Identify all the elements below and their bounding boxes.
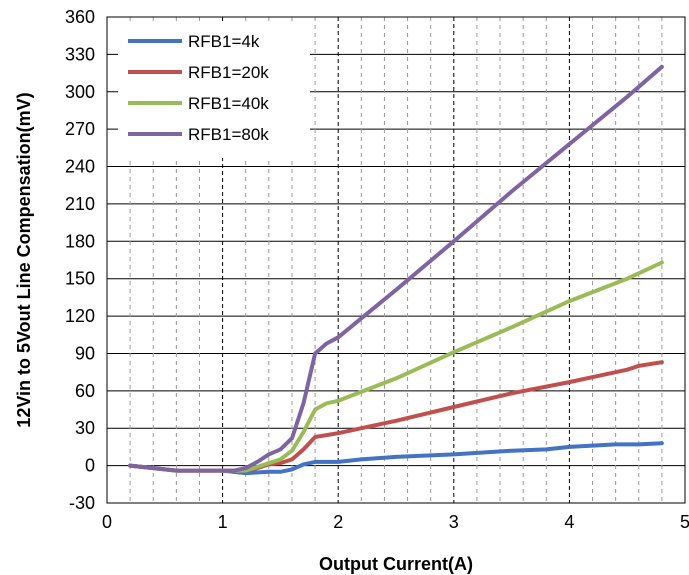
x-tick-label: 3 — [449, 512, 459, 532]
legend-label: RFB1=80k — [188, 125, 269, 144]
legend: RFB1=4k RFB1=20k RFB1=40k RFB1=80k — [128, 32, 269, 144]
legend-label: RFB1=40k — [188, 94, 269, 113]
x-axis-title: Output Current(A) — [319, 554, 473, 574]
y-axis-title: 12Vin to 5Vout Line Compensation(mV) — [14, 92, 34, 427]
y-tick-label: 330 — [65, 44, 95, 64]
y-tick-label: 210 — [65, 194, 95, 214]
x-tick-label: 1 — [218, 512, 228, 532]
x-tick-label: 0 — [102, 512, 112, 532]
y-tick-label: 30 — [75, 418, 95, 438]
y-tick-label: 120 — [65, 306, 95, 326]
legend-label: RFB1=20k — [188, 63, 269, 82]
series-line-4 — [128, 64, 664, 473]
series-layer — [128, 64, 664, 476]
y-tick-label: 300 — [65, 82, 95, 102]
axis-ticks: -30 0 30 60 90 120 150 180 210 240 270 300 330 360 0 1 2… — [65, 7, 689, 532]
y-tick-label: 60 — [75, 381, 95, 401]
y-tick-label: 150 — [65, 269, 95, 289]
x-tick-label: 2 — [333, 512, 343, 532]
x-tick-label: 4 — [564, 512, 574, 532]
y-tick-label: 240 — [65, 157, 95, 177]
plot-area-border — [106, 16, 686, 504]
y-tick-label: 270 — [65, 119, 95, 139]
y-tick-label: 0 — [85, 456, 95, 476]
x-tick-label: 5 — [680, 512, 689, 532]
y-tick-label: 90 — [75, 343, 95, 363]
y-tick-label: 360 — [65, 7, 95, 27]
y-tick-label: -30 — [69, 493, 95, 513]
y-tick-label: 180 — [65, 231, 95, 251]
legend-label: RFB1=4k — [188, 32, 260, 51]
